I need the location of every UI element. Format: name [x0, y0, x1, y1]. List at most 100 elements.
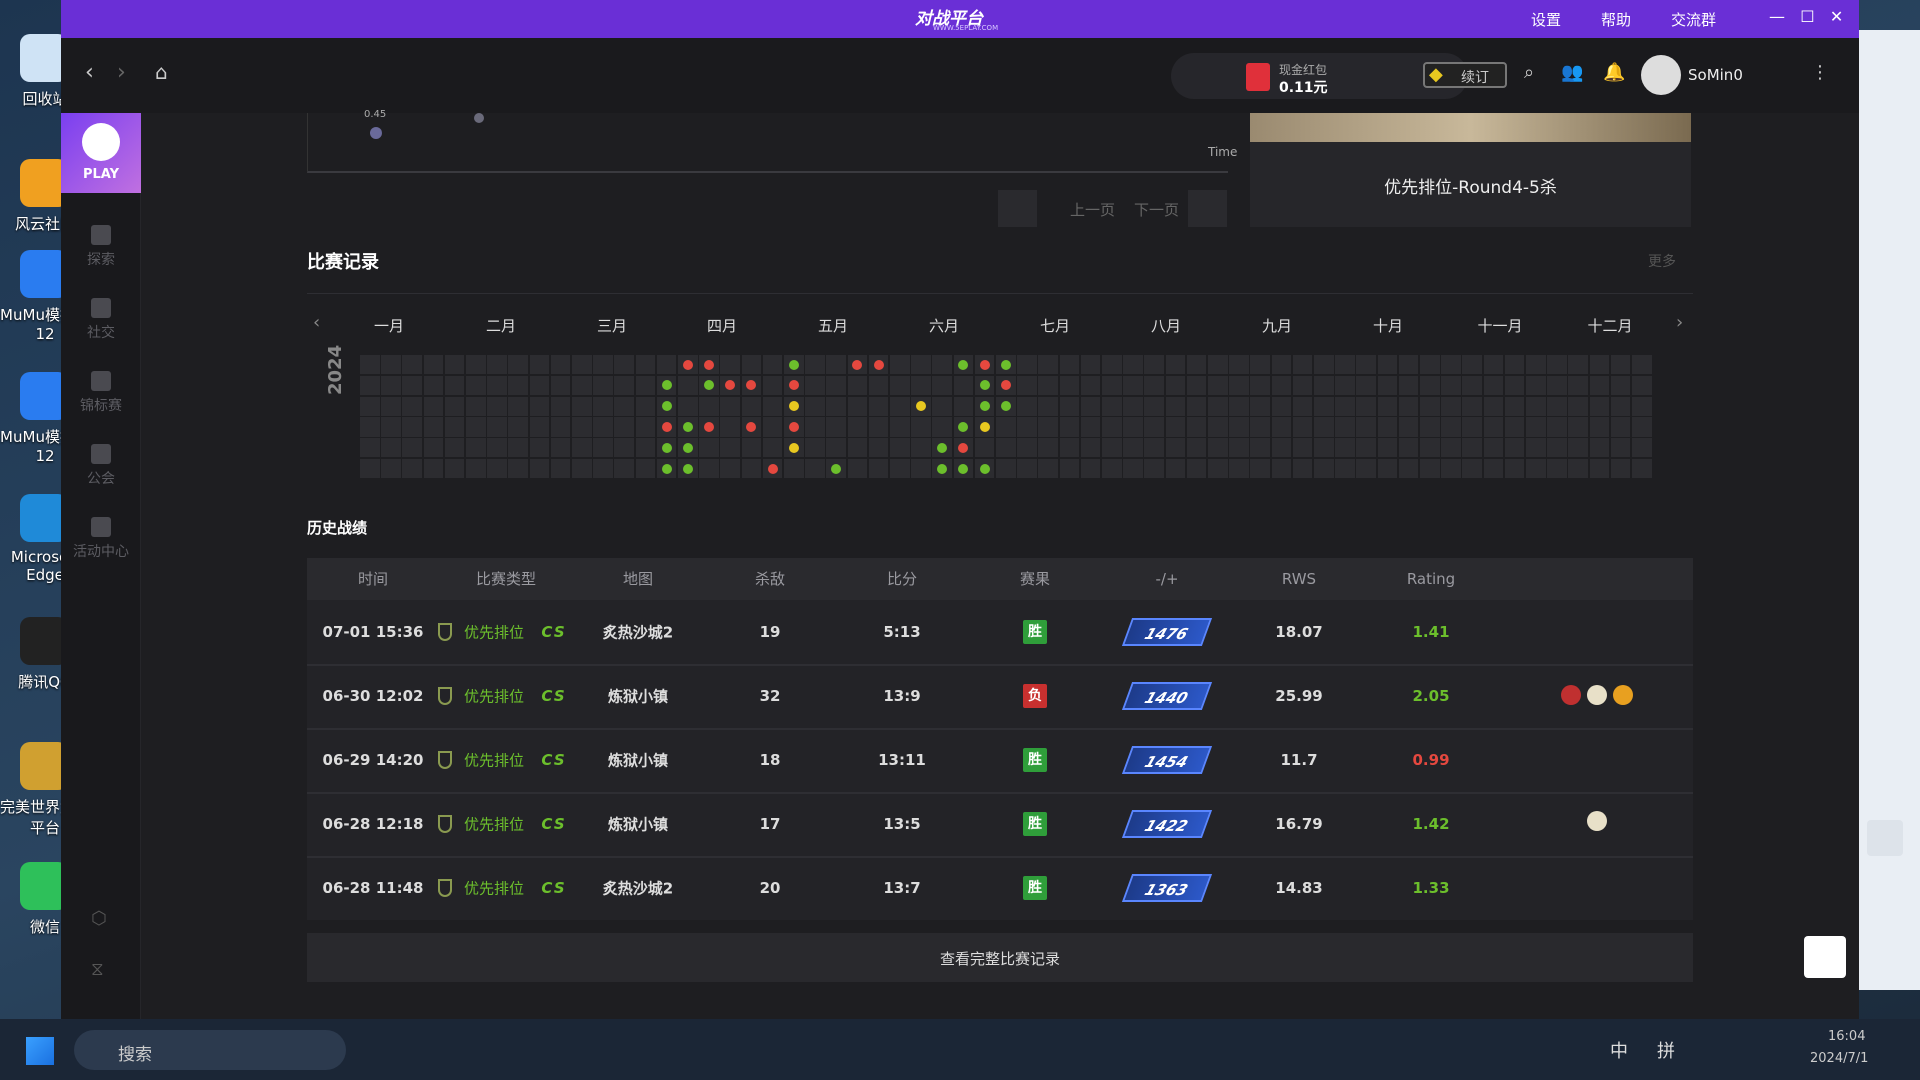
highlight-video[interactable]: 优先排位-Round4-5杀	[1250, 113, 1691, 227]
match-dot[interactable]	[873, 359, 884, 370]
match-dot[interactable]	[661, 401, 672, 412]
match-dot[interactable]	[746, 422, 757, 433]
avatar[interactable]	[1641, 55, 1681, 95]
prev-page[interactable]: 上一页	[1070, 201, 1116, 219]
sidebar-icon[interactable]: ⬡	[91, 908, 107, 929]
ime-indicator[interactable]: 拼	[1657, 1041, 1675, 1062]
match-dot[interactable]	[979, 422, 990, 433]
title-bar: 对战平台 WWW.5EPLAY.COM 设置 帮助 交流群 — ☐ ✕	[61, 0, 1859, 38]
chat-button[interactable]	[1804, 936, 1846, 978]
sidebar-icon[interactable]: ⧖	[91, 959, 104, 980]
match-dot[interactable]	[1000, 359, 1011, 370]
match-dot[interactable]	[704, 422, 715, 433]
match-dot[interactable]	[979, 359, 990, 370]
match-dot[interactable]	[725, 380, 736, 391]
match-dot[interactable]	[788, 380, 799, 391]
match-dot[interactable]	[661, 442, 672, 453]
match-dot[interactable]	[661, 422, 672, 433]
match-dot[interactable]	[937, 442, 948, 453]
search-box[interactable]: 搜索	[74, 1030, 346, 1070]
match-dot[interactable]	[788, 401, 799, 412]
renew-button[interactable]: 续订 ◆	[1423, 62, 1507, 88]
ime-indicator[interactable]: 中	[1610, 1041, 1628, 1062]
month-label: 三月	[596, 317, 627, 335]
desktop-icon[interactable]	[20, 862, 68, 910]
username[interactable]: SoMin0	[1688, 66, 1743, 84]
calendar-cell	[444, 438, 465, 458]
match-dot[interactable]	[704, 380, 715, 391]
desktop-icon[interactable]	[20, 372, 68, 420]
match-dot[interactable]	[661, 380, 672, 391]
prev-page-button[interactable]	[998, 190, 1037, 227]
title-menu-item[interactable]: 设置	[1531, 11, 1562, 29]
play-button[interactable]: PLAY	[61, 113, 141, 193]
more-link[interactable]: 更多	[1648, 254, 1676, 270]
desktop-icon[interactable]	[20, 617, 68, 665]
nav-back[interactable]: ‹	[85, 60, 94, 85]
match-dot[interactable]	[937, 463, 948, 474]
sidebar-item[interactable]: 锦标赛	[80, 398, 122, 414]
match-dot[interactable]	[682, 463, 693, 474]
match-dot[interactable]	[979, 463, 990, 474]
calendar-cell	[1080, 438, 1101, 458]
clock-time[interactable]: 16:04	[1828, 1029, 1866, 1044]
red-packet[interactable]: 现金红包 0.11元	[1171, 53, 1468, 99]
calendar-cell	[1271, 396, 1292, 416]
more-menu[interactable]: ⋮	[1811, 62, 1829, 83]
match-dot[interactable]	[831, 463, 842, 474]
sidebar-item[interactable]: 探索	[87, 252, 115, 268]
match-dot[interactable]	[1000, 401, 1011, 412]
match-dot[interactable]	[1000, 380, 1011, 391]
match-dot[interactable]	[788, 359, 799, 370]
match-dot[interactable]	[788, 442, 799, 453]
calendar-prev[interactable]: ‹	[313, 312, 321, 333]
calendar-cell	[1462, 438, 1483, 458]
search-icon[interactable]: ⌕	[1524, 62, 1535, 83]
calendar-cell	[1377, 459, 1398, 479]
match-dot[interactable]	[979, 401, 990, 412]
notification-icon[interactable]: 🔔	[1603, 62, 1626, 83]
home-button[interactable]: ⌂	[155, 60, 168, 84]
match-dot[interactable]	[958, 359, 969, 370]
desktop-icon[interactable]	[20, 742, 68, 790]
match-dot[interactable]	[682, 359, 693, 370]
match-dot[interactable]	[746, 380, 757, 391]
section-title: 历史战绩	[307, 519, 368, 537]
play-icon	[82, 123, 120, 161]
desktop-icon[interactable]	[20, 250, 68, 298]
calendar-next[interactable]: ›	[1676, 312, 1684, 333]
sidebar-item[interactable]: 活动中心	[73, 544, 129, 560]
start-button[interactable]	[26, 1037, 54, 1065]
match-dot[interactable]	[958, 442, 969, 453]
next-page-button[interactable]	[1188, 190, 1227, 227]
match-dot[interactable]	[767, 463, 778, 474]
window-controls[interactable]: — ☐ ✕	[1769, 7, 1844, 26]
match-dot[interactable]	[852, 359, 863, 370]
full-record-button[interactable]: 查看完整比赛记录	[307, 933, 1693, 982]
match-dot[interactable]	[958, 463, 969, 474]
friends-icon[interactable]: 👥	[1561, 62, 1584, 83]
next-page[interactable]: 下一页	[1134, 201, 1180, 219]
clock-date[interactable]: 2024/7/1	[1810, 1051, 1869, 1066]
sidebar-item[interactable]: 公会	[87, 471, 115, 487]
video-title: 优先排位-Round4-5杀	[1384, 178, 1557, 198]
calendar-cell	[1589, 355, 1610, 375]
sidebar-item[interactable]: 社交	[87, 325, 115, 341]
match-dot[interactable]	[788, 422, 799, 433]
scroll-button[interactable]	[1867, 820, 1903, 856]
column-header: 地图	[622, 570, 654, 588]
match-dot[interactable]	[661, 463, 672, 474]
title-menu-item[interactable]: 帮助	[1601, 11, 1632, 29]
desktop-icon[interactable]	[20, 34, 68, 82]
match-dot[interactable]	[682, 442, 693, 453]
match-dot[interactable]	[958, 422, 969, 433]
match-dot[interactable]	[704, 359, 715, 370]
match-dot[interactable]	[916, 401, 927, 412]
title-menu-item[interactable]: 交流群	[1671, 11, 1717, 29]
calendar-cell	[1335, 417, 1355, 437]
desktop-icon[interactable]	[20, 494, 68, 542]
match-dot[interactable]	[682, 422, 693, 433]
match-dot[interactable]	[979, 380, 990, 391]
nav-forward[interactable]: ›	[117, 60, 126, 85]
desktop-icon[interactable]	[20, 159, 68, 207]
